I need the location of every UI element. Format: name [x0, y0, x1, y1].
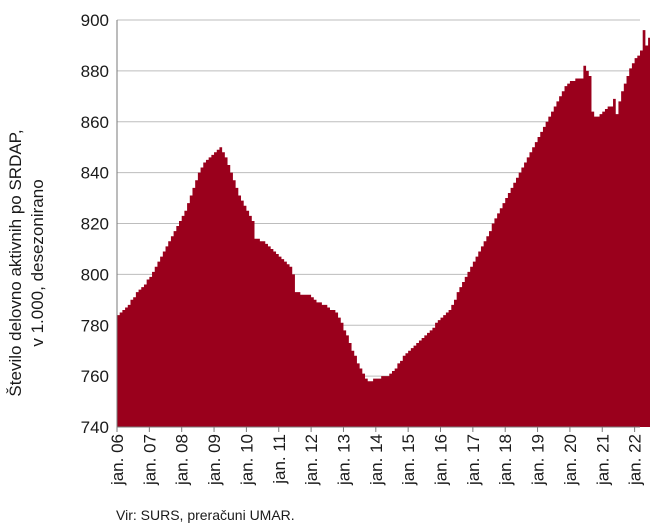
y-tick-label-740: 740 [81, 418, 109, 437]
x-axis-ticks: jan. 06 jan. 07 jan. 08 jan. 09 jan. 10 jan. … [108, 427, 645, 486]
x-tick-label: jan. 18 [496, 434, 515, 486]
x-tick-label: jan. 17 [464, 434, 483, 486]
y-tick-label-860: 860 [81, 113, 109, 132]
x-tick-label: jan. 15 [399, 434, 418, 486]
x-tick-label: jan. 20 [561, 434, 580, 486]
plot-border [116, 20, 640, 428]
x-tick-label: jan. 16 [432, 434, 451, 486]
y-tick-label-900: 900 [81, 11, 109, 30]
y-tick-label-780: 780 [81, 316, 109, 335]
x-tick-label: jan. 07 [140, 434, 159, 486]
y-axis-ticks: 740 760 780 800 820 840 860 880 900 [81, 11, 109, 437]
area-series [117, 30, 650, 427]
source-note: Vir: SURS, preračuni UMAR. [116, 507, 295, 523]
x-tick-label: jan. 12 [302, 434, 321, 486]
x-tick-label: jan. 13 [335, 434, 354, 486]
y-axis-title-line-1: Število delovno aktivnih po SRDAP, [6, 129, 25, 396]
x-tick-label: jan. 21 [593, 434, 612, 486]
x-tick-label: jan. 09 [205, 434, 224, 486]
y-tick-label-880: 880 [81, 62, 109, 81]
x-tick-label: jan. 22 [626, 434, 645, 486]
x-tick-label: jan. 06 [108, 434, 127, 486]
series-area [117, 30, 650, 427]
y-tick-label-820: 820 [81, 215, 109, 234]
x-tick-label: jan. 10 [237, 434, 256, 486]
y-axis-title-line-2: v 1.000, desezonirano [28, 179, 47, 346]
y-tick-label-760: 760 [81, 367, 109, 386]
x-tick-label: jan. 19 [529, 434, 548, 486]
x-tick-label: jan. 11 [270, 434, 289, 485]
y-tick-label-840: 840 [81, 164, 109, 183]
y-tick-label-800: 800 [81, 265, 109, 284]
x-tick-label: jan. 08 [173, 434, 192, 486]
x-tick-label: jan. 14 [367, 434, 386, 486]
